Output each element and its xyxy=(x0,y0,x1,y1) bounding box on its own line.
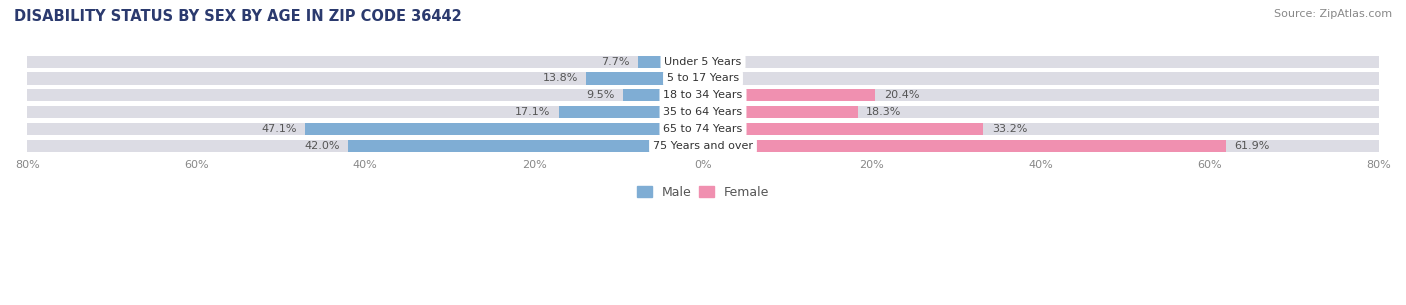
Bar xyxy=(27,73,703,84)
Bar xyxy=(703,140,1226,152)
Text: 9.5%: 9.5% xyxy=(586,90,614,100)
Text: 7.7%: 7.7% xyxy=(600,57,630,67)
Bar xyxy=(703,106,1379,118)
Bar xyxy=(703,140,1379,152)
Bar xyxy=(703,106,858,118)
Bar xyxy=(638,56,703,68)
Bar xyxy=(27,106,703,118)
Text: 0.0%: 0.0% xyxy=(711,74,740,84)
Text: 47.1%: 47.1% xyxy=(262,124,297,134)
Text: 18.3%: 18.3% xyxy=(866,107,901,117)
Text: Under 5 Years: Under 5 Years xyxy=(665,57,741,67)
Text: 20.4%: 20.4% xyxy=(884,90,920,100)
Text: 42.0%: 42.0% xyxy=(304,141,340,151)
Text: 17.1%: 17.1% xyxy=(515,107,550,117)
Text: DISABILITY STATUS BY SEX BY AGE IN ZIP CODE 36442: DISABILITY STATUS BY SEX BY AGE IN ZIP C… xyxy=(14,9,461,24)
Bar xyxy=(703,73,1379,84)
Text: 61.9%: 61.9% xyxy=(1234,141,1270,151)
Bar xyxy=(703,89,1379,101)
Bar xyxy=(349,140,703,152)
Bar xyxy=(558,106,703,118)
Text: Source: ZipAtlas.com: Source: ZipAtlas.com xyxy=(1274,9,1392,19)
Text: 5 to 17 Years: 5 to 17 Years xyxy=(666,74,740,84)
Text: 33.2%: 33.2% xyxy=(991,124,1028,134)
Bar xyxy=(305,123,703,135)
Text: 18 to 34 Years: 18 to 34 Years xyxy=(664,90,742,100)
Text: 0.0%: 0.0% xyxy=(711,57,740,67)
Bar xyxy=(27,89,703,101)
Bar xyxy=(27,123,703,135)
Text: 13.8%: 13.8% xyxy=(543,74,578,84)
Bar xyxy=(703,123,983,135)
Bar xyxy=(623,89,703,101)
Legend: Male, Female: Male, Female xyxy=(631,181,775,204)
Bar xyxy=(586,73,703,84)
Text: 65 to 74 Years: 65 to 74 Years xyxy=(664,124,742,134)
Bar xyxy=(703,123,1379,135)
Text: 75 Years and over: 75 Years and over xyxy=(652,141,754,151)
Text: 35 to 64 Years: 35 to 64 Years xyxy=(664,107,742,117)
Bar xyxy=(27,56,703,68)
Bar xyxy=(27,140,703,152)
Bar xyxy=(703,56,1379,68)
Bar xyxy=(703,89,876,101)
